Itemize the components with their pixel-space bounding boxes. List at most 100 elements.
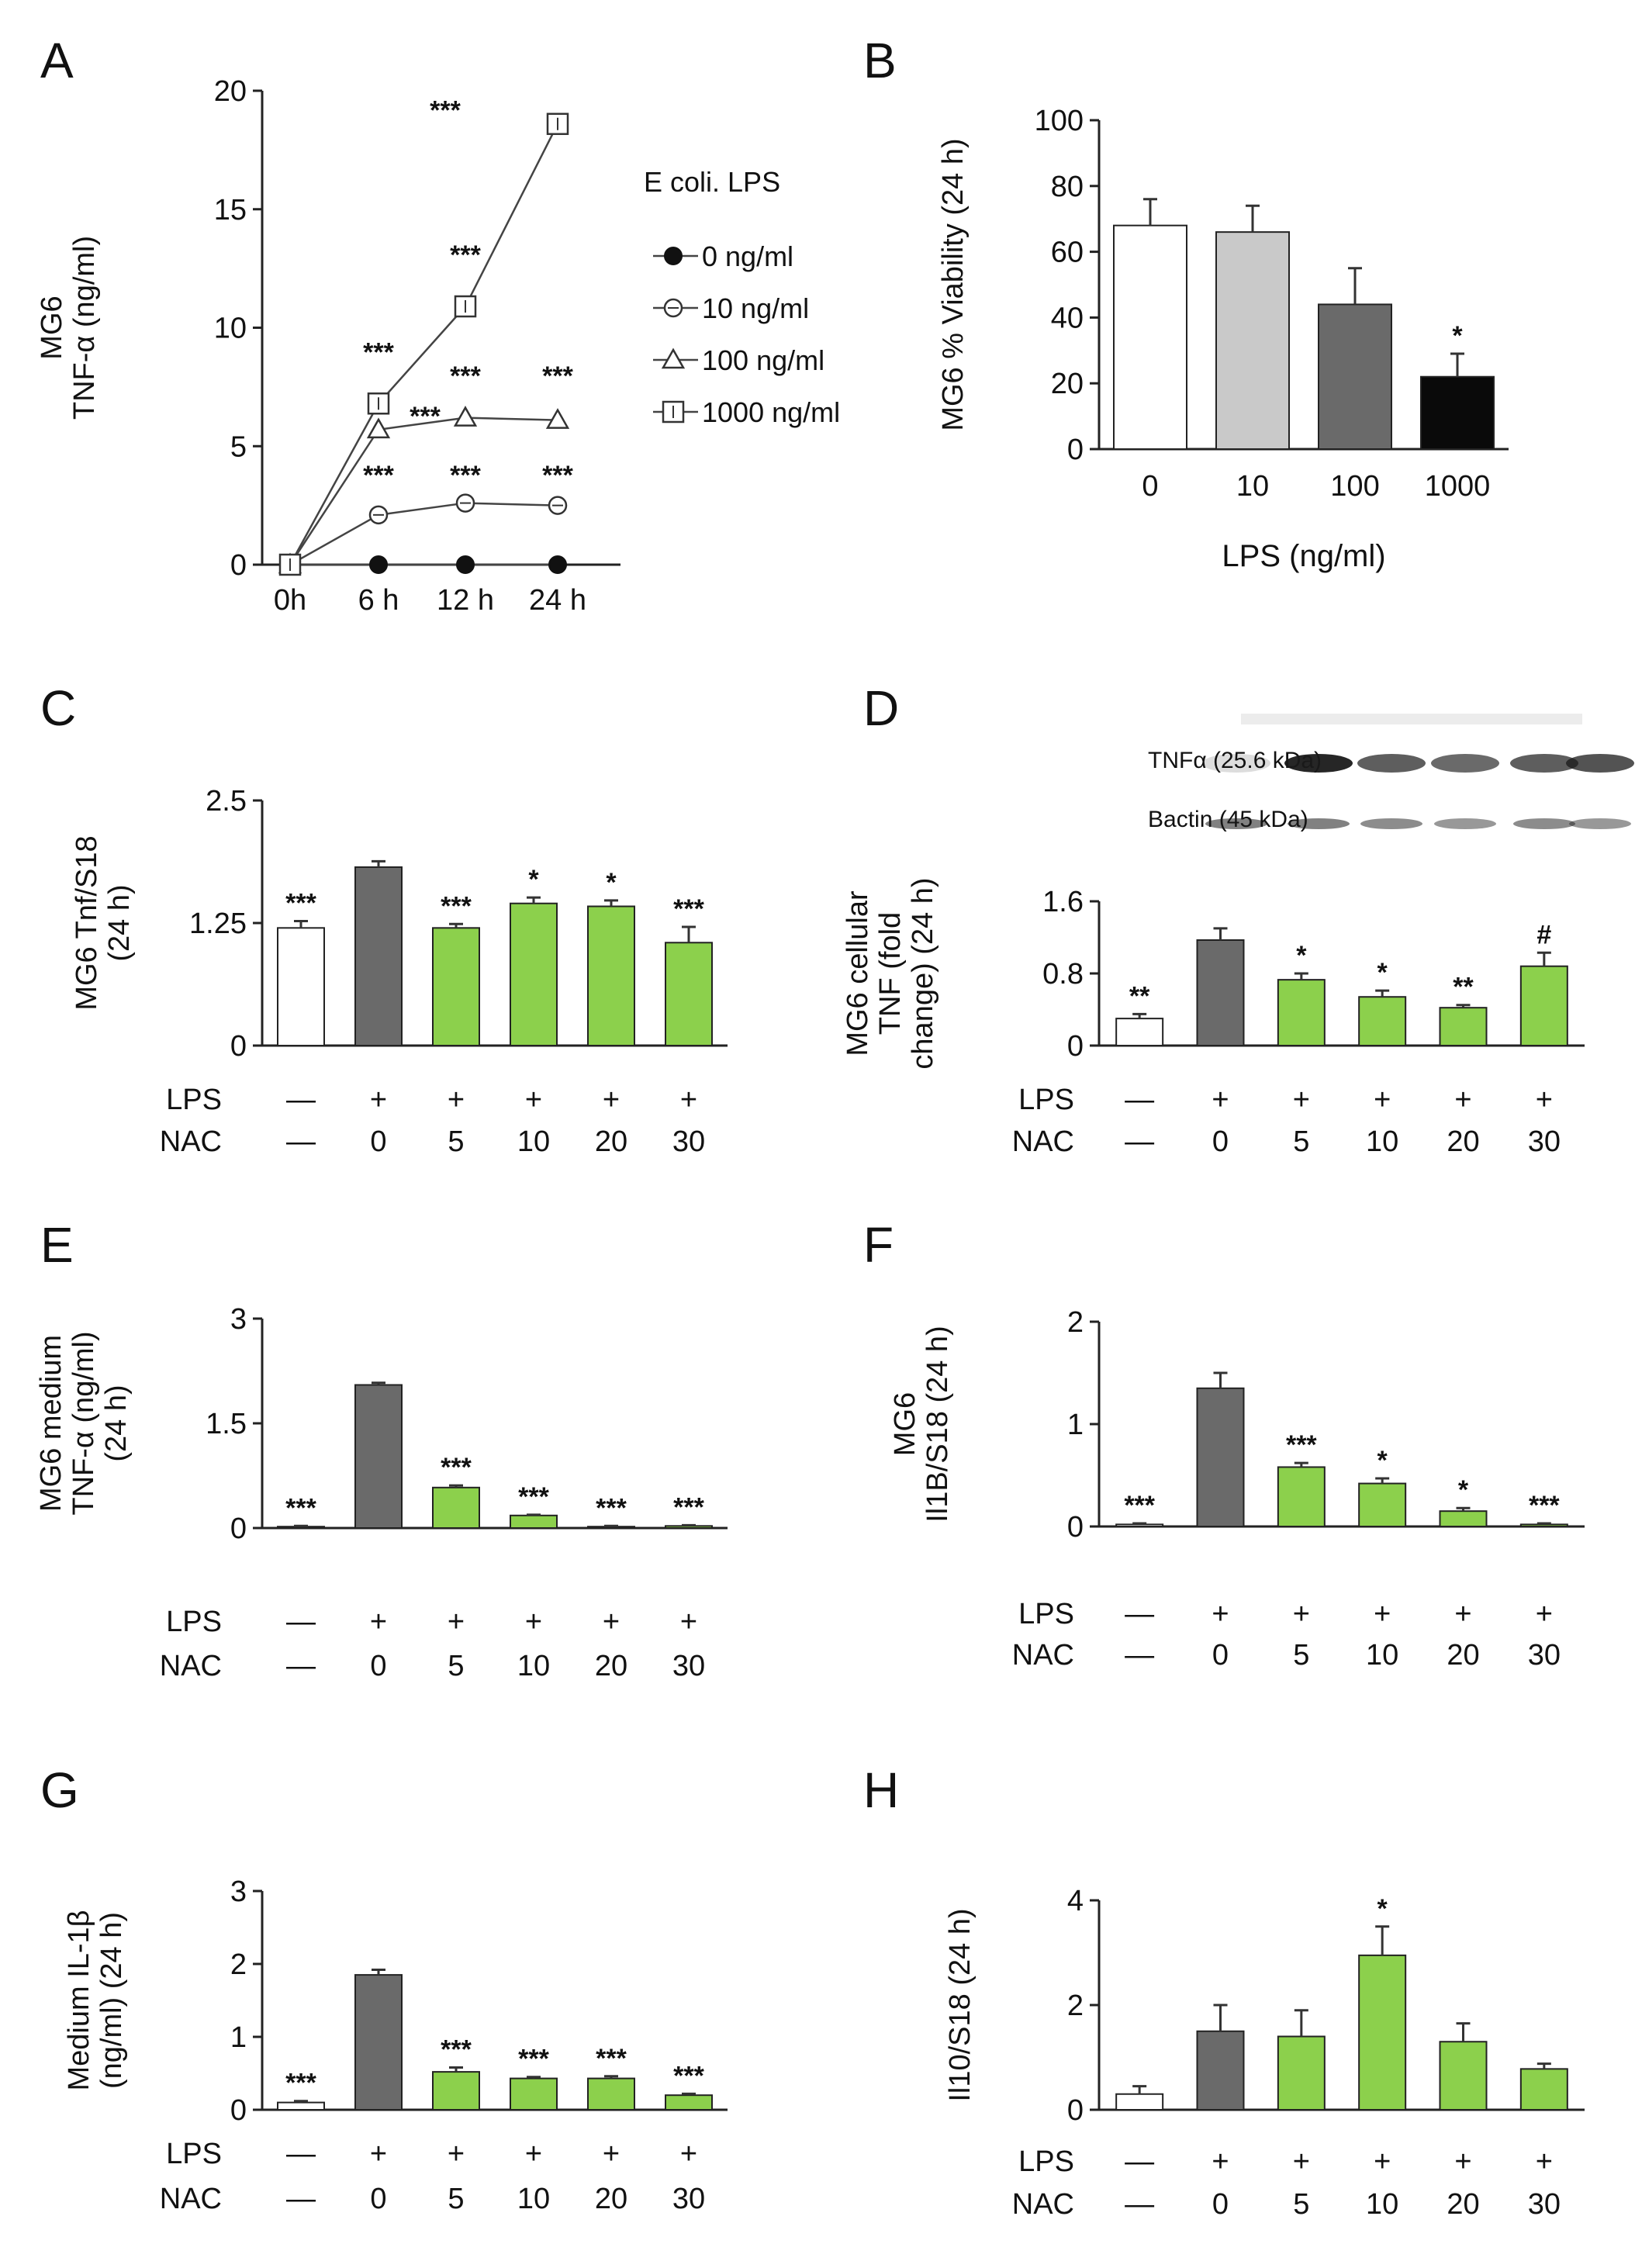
bar <box>1115 1523 1164 1527</box>
lps-label: + <box>370 2138 387 2170</box>
nac-label: 20 <box>595 2183 627 2215</box>
significance-mark: * <box>1377 958 1388 987</box>
x-tick-label: 24 h <box>529 584 586 617</box>
nac-label: — <box>286 1125 316 1158</box>
legend-entry: 1000 ng/ml <box>702 396 840 428</box>
nac-label: — <box>286 1650 316 1682</box>
significance-mark: * <box>1377 1446 1388 1475</box>
lps-label: + <box>1212 1084 1229 1116</box>
significance-mark: *** <box>596 1493 627 1523</box>
marker-filled-circle <box>548 555 567 574</box>
y-tick-label: 0 <box>1067 1511 1084 1544</box>
bar <box>510 2077 558 2111</box>
y-tick-label: 0 <box>1067 1030 1084 1063</box>
y-axis-title: MG6 cellular <box>842 890 874 1056</box>
y-tick-label: 60 <box>1051 237 1084 269</box>
significance-mark: ** <box>1129 981 1150 1011</box>
lps-label: + <box>1536 2145 1553 2178</box>
row-label-lps: LPS <box>166 1606 222 1638</box>
blot-band-bactin <box>1360 818 1422 829</box>
lps-label: + <box>1454 2145 1471 2178</box>
nac-label: 30 <box>1528 1639 1561 1672</box>
lps-label: + <box>1536 1084 1553 1116</box>
lps-label: + <box>370 1606 387 1638</box>
significance-mark: *** <box>441 2035 472 2064</box>
y-tick-label: 20 <box>214 75 247 108</box>
y-tick-label: 0 <box>1067 2094 1084 2127</box>
significance-mark: ** <box>1453 973 1474 1002</box>
legend-entry: 10 ng/ml <box>702 292 809 324</box>
nac-label: 10 <box>1366 2188 1398 2221</box>
bar <box>665 942 713 1047</box>
x-tick-label: 10 <box>1236 470 1269 503</box>
y-axis-title: change) (24 h) <box>907 877 939 1069</box>
significance-mark: * <box>528 865 539 894</box>
nac-label: 30 <box>1528 1125 1561 1158</box>
lps-label: + <box>525 2138 542 2170</box>
row-label-lps: LPS <box>1018 1084 1074 1116</box>
bar <box>1277 979 1326 1046</box>
significance-mark: * <box>1452 321 1463 351</box>
nac-label: 20 <box>595 1125 627 1158</box>
lps-label: + <box>1454 1598 1471 1630</box>
nac-label: 30 <box>672 1125 705 1158</box>
significance-mark: *** <box>542 361 573 391</box>
significance-mark: *** <box>518 2045 549 2074</box>
marker-filled-circle <box>456 555 475 574</box>
bar <box>1439 1007 1488 1047</box>
lps-label: + <box>603 1084 620 1116</box>
nac-label: 0 <box>370 2183 386 2215</box>
panel-letter: A <box>40 33 74 88</box>
bar <box>1358 1482 1407 1528</box>
series-line <box>289 502 558 566</box>
significance-mark: *** <box>441 1453 472 1482</box>
row-label-nac: NAC <box>1012 1639 1074 1672</box>
bar <box>277 2101 325 2111</box>
significance-mark: * <box>1296 941 1307 970</box>
y-axis-title: (24 h) <box>103 884 136 961</box>
y-tick-label: 20 <box>1051 368 1084 400</box>
y-tick-label: 80 <box>1051 171 1084 203</box>
y-tick-label: 4 <box>1067 1885 1084 1917</box>
marker-open-square <box>546 112 569 136</box>
significance-mark: *** <box>450 361 481 391</box>
y-tick-label: 15 <box>214 194 247 226</box>
nac-label: 10 <box>517 2183 550 2215</box>
bar <box>1215 231 1290 450</box>
blot-band-tnf <box>1566 754 1634 773</box>
bar <box>1358 1954 1407 2111</box>
significance-mark: *** <box>285 1493 316 1523</box>
bar <box>1420 375 1495 450</box>
significance-mark: *** <box>1124 1491 1155 1520</box>
blot-band-bactin <box>1434 818 1496 829</box>
y-tick-label: 40 <box>1051 302 1084 334</box>
lps-label: + <box>680 1084 697 1116</box>
lps-label: — <box>286 2138 316 2170</box>
nac-label: 20 <box>1447 2188 1479 2221</box>
nac-label: 5 <box>1293 1125 1309 1158</box>
nac-label: — <box>1125 1125 1154 1158</box>
significance-mark: *** <box>596 2044 627 2073</box>
panel-letter: G <box>40 1762 79 1818</box>
significance-mark: *** <box>542 461 573 490</box>
blot-band-bactin <box>1569 818 1631 829</box>
lps-label: + <box>448 2138 465 2170</box>
y-axis-title: TNF (fold <box>874 912 907 1035</box>
nac-label: 0 <box>1212 2188 1229 2221</box>
bar <box>1277 2035 1326 2111</box>
y-axis-title: MG6 <box>36 296 68 359</box>
y-axis-title: Il1B/S18 (24 h) <box>921 1326 954 1522</box>
panel-e: E MG6 medium TNF-α (ng/ml) (24 h) 0 1.5 3 *** — —… <box>35 1217 728 1682</box>
nac-label: 20 <box>1447 1639 1479 1672</box>
bar <box>510 902 558 1046</box>
nac-label: 30 <box>672 1650 705 1682</box>
bar <box>1519 965 1568 1046</box>
y-tick-label: 2 <box>1067 1990 1084 2022</box>
y-tick-label: 10 <box>214 313 247 345</box>
significance-mark: *** <box>363 461 394 490</box>
y-axis-title: Medium IL-1β <box>63 1910 95 2090</box>
panel-letter: D <box>863 680 899 736</box>
y-tick-label: 0 <box>230 2094 247 2127</box>
bar <box>354 866 403 1047</box>
